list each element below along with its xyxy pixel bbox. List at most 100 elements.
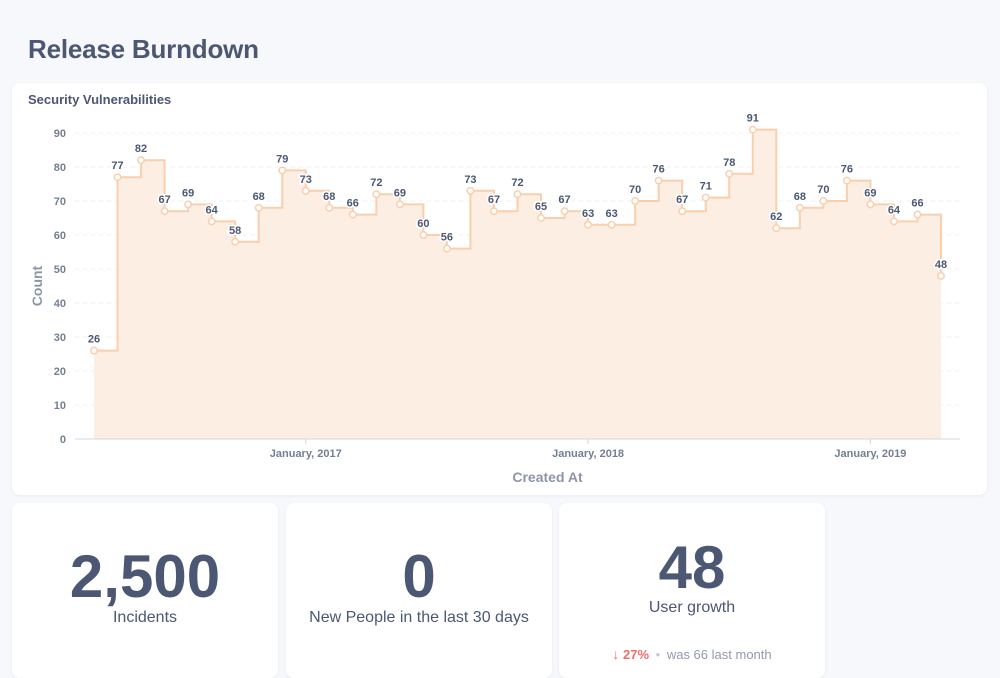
data-label: 67 (676, 194, 688, 206)
area-series (94, 128, 942, 439)
data-label: 76 (653, 164, 665, 176)
data-label: 70 (629, 184, 641, 196)
data-point[interactable] (254, 203, 263, 212)
data-point[interactable] (325, 203, 334, 212)
data-label: 69 (864, 187, 876, 199)
data-point[interactable] (184, 200, 193, 209)
y-tick-label: 70 (54, 196, 66, 208)
stat-label-new-people: New People in the last 30 days (309, 609, 529, 626)
data-point[interactable] (419, 231, 428, 239)
data-point[interactable] (513, 190, 522, 199)
separator-dot: • (655, 647, 661, 662)
data-label: 82 (135, 143, 147, 155)
stat-card-new-people[interactable]: 0 New People in the last 30 days (286, 503, 552, 678)
data-label: 63 (582, 208, 594, 220)
stat-comparison: ↓ 27% • was 66 last month (559, 646, 825, 662)
page-title: Release Burndown (28, 34, 259, 64)
stat-value-user-growth: 48 (658, 534, 726, 601)
y-tick-label: 90 (54, 128, 66, 140)
data-point[interactable] (654, 176, 663, 185)
data-point[interactable] (560, 207, 569, 216)
data-point[interactable] (372, 190, 381, 199)
data-label: 78 (723, 157, 735, 169)
data-point[interactable] (889, 217, 898, 226)
data-label: 62 (770, 211, 782, 223)
data-label: 66 (347, 198, 359, 210)
data-point[interactable] (842, 176, 851, 185)
y-axis-title: Count (29, 265, 45, 306)
data-label: 71 (700, 181, 712, 193)
data-point[interactable] (301, 186, 310, 195)
data-point[interactable] (937, 271, 945, 280)
data-label: 66 (911, 198, 923, 210)
stat-card-user-growth[interactable]: 48 User growth ↓ 27% • was 66 last month (559, 503, 825, 678)
data-label: 48 (935, 259, 947, 271)
data-label: 73 (300, 174, 312, 186)
data-point[interactable] (607, 220, 616, 229)
x-axis-title: Created At (512, 469, 583, 485)
area-fill (94, 129, 941, 439)
data-label: 67 (558, 194, 570, 206)
data-point[interactable] (207, 217, 216, 226)
y-tick-label: 80 (54, 162, 66, 174)
burndown-chart[interactable]: 0 10 20 30 40 50 60 70 80 90 January, 2017 January,… (12, 83, 987, 495)
data-point[interactable] (537, 214, 545, 222)
data-point[interactable] (913, 210, 922, 219)
data-label: 69 (182, 187, 194, 199)
data-label: 68 (323, 191, 335, 203)
y-tick-label: 10 (54, 400, 66, 412)
data-label: 68 (253, 191, 265, 203)
data-label: 60 (417, 218, 429, 230)
data-label: 56 (441, 232, 453, 244)
chart-card[interactable]: Security Vulnerabilities 0 10 20 30 40 50 60 70… (12, 83, 987, 495)
data-point[interactable] (795, 203, 804, 212)
x-tick-label: January, 2019 (834, 448, 906, 460)
stat-card-incidents[interactable]: 2,500 Incidents (12, 503, 278, 678)
data-label: 72 (370, 177, 382, 189)
data-point[interactable] (113, 173, 122, 182)
data-point[interactable] (442, 244, 451, 253)
y-tick-label: 50 (54, 264, 66, 276)
x-tick-label: January, 2018 (552, 448, 624, 460)
change-percent: 27% (622, 647, 650, 662)
data-label: 63 (605, 208, 617, 220)
data-point[interactable] (725, 169, 734, 178)
data-point[interactable] (678, 207, 687, 216)
data-point[interactable] (772, 224, 781, 233)
chart-card-title[interactable]: Security Vulnerabilities (28, 92, 172, 107)
arrow-down-icon: ↓ (612, 646, 620, 662)
data-point[interactable] (348, 210, 357, 219)
y-tick-label: 60 (54, 230, 66, 242)
data-label: 79 (276, 153, 288, 165)
data-point[interactable] (466, 186, 475, 195)
data-point[interactable] (819, 197, 828, 205)
data-label: 76 (841, 164, 853, 176)
data-point[interactable] (90, 346, 98, 355)
data-label: 77 (111, 160, 123, 172)
data-points[interactable] (90, 125, 945, 355)
data-point[interactable] (866, 200, 875, 209)
data-point[interactable] (278, 166, 287, 175)
data-labels: 26 77 82 67 69 64 58 68 79 73 68 66 72 69 60 56 73 67 72 65… (86, 111, 948, 347)
data-point[interactable] (584, 220, 593, 229)
y-tick-label: 30 (54, 332, 66, 344)
stat-value-incidents: 2,500 (69, 543, 221, 610)
data-point[interactable] (395, 200, 404, 209)
stat-label-user-growth: User growth (648, 599, 736, 616)
data-label: 58 (229, 225, 241, 237)
data-label: 73 (464, 174, 476, 186)
data-label: 65 (535, 201, 547, 213)
y-tick-label: 0 (60, 434, 66, 446)
data-label: 26 (88, 334, 100, 346)
data-point[interactable] (231, 237, 240, 246)
data-point[interactable] (701, 193, 710, 202)
stat-value-new-people: 0 (402, 543, 436, 610)
data-point[interactable] (160, 207, 169, 216)
data-point[interactable] (748, 125, 757, 134)
data-point[interactable] (137, 156, 146, 165)
previous-value: was 66 (666, 647, 709, 662)
data-point[interactable] (631, 197, 640, 205)
y-tick-label: 20 (54, 366, 66, 378)
data-label: 72 (511, 177, 523, 189)
data-point[interactable] (490, 207, 498, 216)
